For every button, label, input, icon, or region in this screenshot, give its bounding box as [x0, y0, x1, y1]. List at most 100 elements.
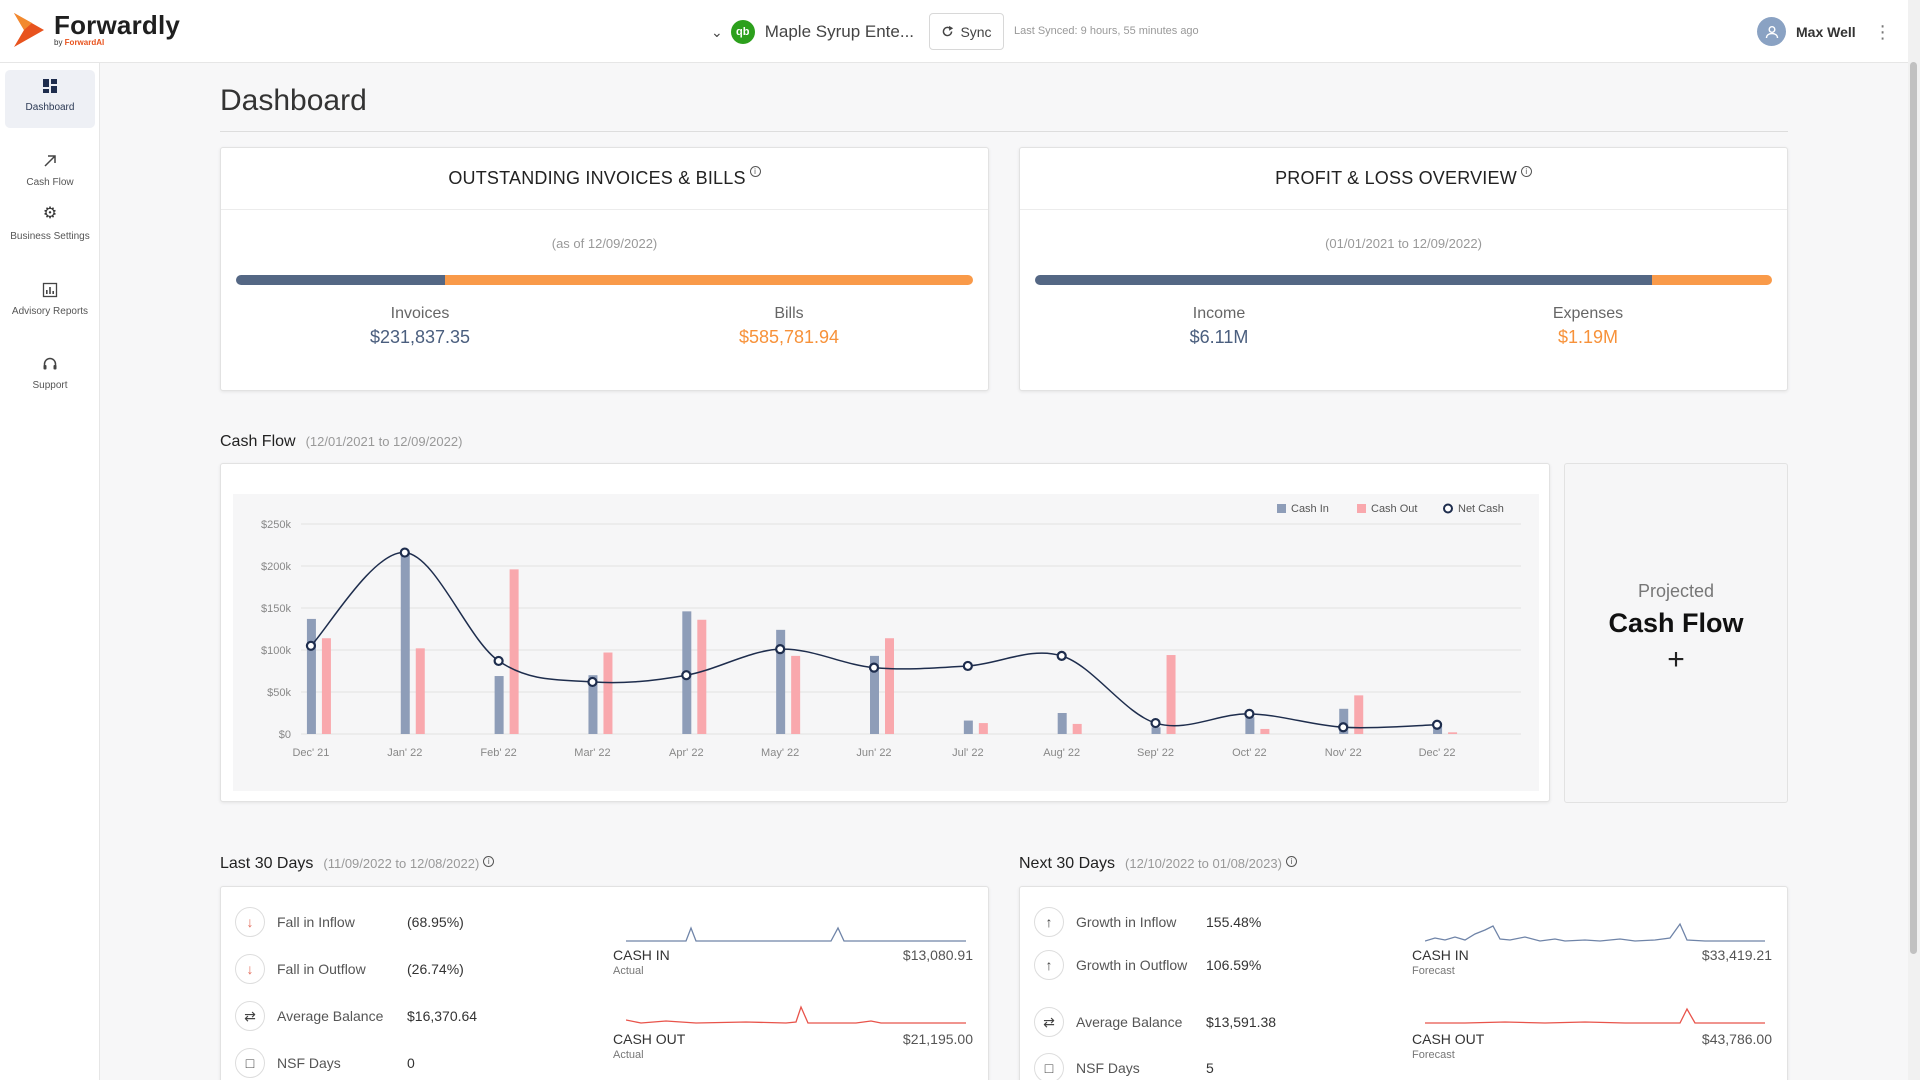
bar-cash-out	[1354, 695, 1364, 734]
user-icon	[1765, 25, 1778, 38]
income-expenses-bar	[1035, 275, 1772, 285]
net-cash-point	[1056, 650, 1067, 661]
metric-label: NSF Days	[277, 1055, 341, 1071]
invoices-summary: Invoices $231,837.35	[310, 305, 530, 348]
sidebar-item-business-settings[interactable]: ⚙ Business Settings	[5, 199, 95, 243]
cash-flow-range: (12/01/2021 to 12/09/2022)	[305, 434, 463, 449]
cash-out-label: CASH OUT	[613, 1031, 686, 1047]
last-30-range: (11/09/2022 to 12/08/2022)	[323, 856, 480, 871]
invoices-label: Invoices	[390, 305, 450, 322]
legend-swatch	[1443, 503, 1453, 514]
metric-value: $16,370.64	[407, 1008, 478, 1024]
transfer-icon: ⇄	[1034, 1007, 1064, 1037]
cash-out-sub: Forecast	[1412, 1049, 1455, 1061]
as-of-date: (as of 12/09/2022)	[551, 236, 658, 251]
metric-row: ↑ Growth in Inflow 155.48%	[1034, 907, 1261, 937]
metric-value: 155.48%	[1206, 914, 1262, 930]
invoices-value: $231,837.35	[369, 327, 471, 347]
last-30-days-card: ↓ Fall in Inflow (68.95%) ↓ Fall in Outf…	[220, 886, 989, 1080]
net-cash-point	[775, 644, 786, 655]
x-tick-label: Mar' 22	[574, 747, 610, 759]
metric-row: ↑ Growth in Outflow 106.59%	[1034, 950, 1261, 980]
chevron-down-icon[interactable]: ⌄	[711, 23, 723, 40]
x-tick-label: Dec' 22	[1419, 747, 1456, 759]
sidebar-item-label: Advisory Reports	[11, 306, 89, 317]
bar-cash-out	[509, 569, 519, 734]
date-range: (01/01/2021 to 12/09/2022)	[1325, 236, 1482, 251]
cash-out-sub: Actual	[613, 1049, 644, 1061]
metric-label: Average Balance	[1076, 1014, 1183, 1030]
sidebar-item-dashboard[interactable]: Dashboard	[5, 70, 95, 128]
avatar[interactable]	[1757, 17, 1786, 46]
sidebar-item-advisory-reports[interactable]: Advisory Reports	[5, 274, 95, 318]
info-icon[interactable]: i	[1520, 166, 1532, 177]
net-cash-point	[962, 660, 973, 672]
company-name[interactable]: Maple Syrup Ente...	[764, 22, 915, 41]
arrow-down-icon: ↓	[235, 907, 265, 937]
x-tick-label: Feb' 22	[480, 747, 516, 759]
bar-cash-out	[1166, 655, 1176, 734]
net-cash-point	[493, 655, 504, 667]
card-header: OUTSTANDING INVOICES & BILLS i	[221, 148, 988, 210]
legend-label: Cash Out	[1371, 503, 1417, 515]
arrow-up-icon: ↑	[1034, 907, 1064, 937]
sidebar: Dashboard Cash Flow ⚙ Business Settings …	[0, 63, 100, 1080]
x-tick-label: Oct' 22	[1232, 747, 1267, 759]
calendar-icon: □	[235, 1048, 265, 1078]
cash-in-label: CASH IN	[613, 947, 670, 963]
metric-label: Growth in Inflow	[1076, 914, 1177, 930]
bar-cash-in	[1057, 713, 1067, 734]
metric-label: Fall in Outflow	[277, 961, 366, 977]
headset-icon	[5, 356, 95, 376]
net-cash-point	[399, 547, 410, 558]
sync-button[interactable]: Sync	[929, 13, 1004, 50]
sidebar-item-support[interactable]: Support	[5, 348, 95, 392]
metric-value: $13,591.38	[1206, 1014, 1277, 1030]
sync-icon	[943, 25, 954, 37]
income-value: $6.11M	[1189, 327, 1249, 347]
y-tick-label: $250k	[261, 519, 291, 531]
legend-swatch	[1357, 504, 1366, 513]
info-icon[interactable]: i	[749, 166, 761, 177]
user-name[interactable]: Max Well	[1796, 23, 1856, 40]
x-tick-label: Dec' 21	[292, 747, 329, 759]
info-icon[interactable]: i	[1285, 856, 1297, 867]
next-30-days-title: Next 30 Days (12/10/2022 to 01/08/2023) i	[1019, 855, 1297, 873]
last-synced-text: Last Synced: 9 hours, 55 minutes ago	[1014, 25, 1199, 37]
next-30-days-card: ↑ Growth in Inflow 155.48% ↑ Growth in O…	[1019, 886, 1788, 1080]
brand-logo[interactable]: Forwardly by ForwardAI	[14, 12, 180, 47]
projected-cash-flow-card[interactable]: Projected Cash Flow +	[1564, 463, 1788, 803]
metric-value: 0	[407, 1055, 415, 1071]
company-selector[interactable]: ⌄ qb Maple Syrup Ente...	[711, 20, 914, 44]
bar-cash-in	[1245, 717, 1255, 734]
bar-cash-out	[415, 648, 425, 734]
cash-in-sparkline	[1425, 922, 1765, 942]
bar-cash-out	[1072, 723, 1082, 734]
report-icon	[5, 282, 95, 302]
arrow-up-icon: ↑	[1034, 950, 1064, 980]
expenses-label: Expenses	[1552, 305, 1624, 322]
bar-cash-out	[978, 723, 988, 734]
card-header: PROFIT & LOSS OVERVIEW i	[1020, 148, 1787, 210]
cash-in-label: CASH IN	[1412, 947, 1469, 963]
bar-cash-out	[603, 652, 613, 734]
user-menu[interactable]: Max Well ⋮	[1757, 17, 1892, 46]
metric-label: Average Balance	[277, 1008, 384, 1024]
bills-bar-segment	[445, 275, 973, 285]
x-tick-label: Jun' 22	[856, 747, 891, 759]
y-tick-label: $50k	[267, 687, 291, 699]
forwardly-logo-icon	[14, 12, 44, 47]
y-tick-label: $100k	[261, 645, 291, 657]
sidebar-item-cash-flow[interactable]: Cash Flow	[5, 145, 95, 189]
info-icon[interactable]: i	[483, 856, 495, 867]
scrollbar-thumb[interactable]	[1910, 62, 1917, 954]
net-cash-point	[1244, 708, 1255, 719]
bar-cash-in	[494, 676, 504, 734]
bar-cash-out	[1260, 728, 1270, 734]
expenses-summary: Expenses $1.19M	[1478, 305, 1698, 348]
outstanding-invoices-card: OUTSTANDING INVOICES & BILLS i (as of 12/…	[220, 147, 989, 391]
plus-icon[interactable]: +	[1667, 643, 1685, 676]
more-vertical-icon[interactable]: ⋮	[1873, 21, 1892, 42]
cash-in-amount: $33,419.21	[1701, 947, 1772, 963]
income-summary: Income $6.11M	[1109, 305, 1329, 348]
